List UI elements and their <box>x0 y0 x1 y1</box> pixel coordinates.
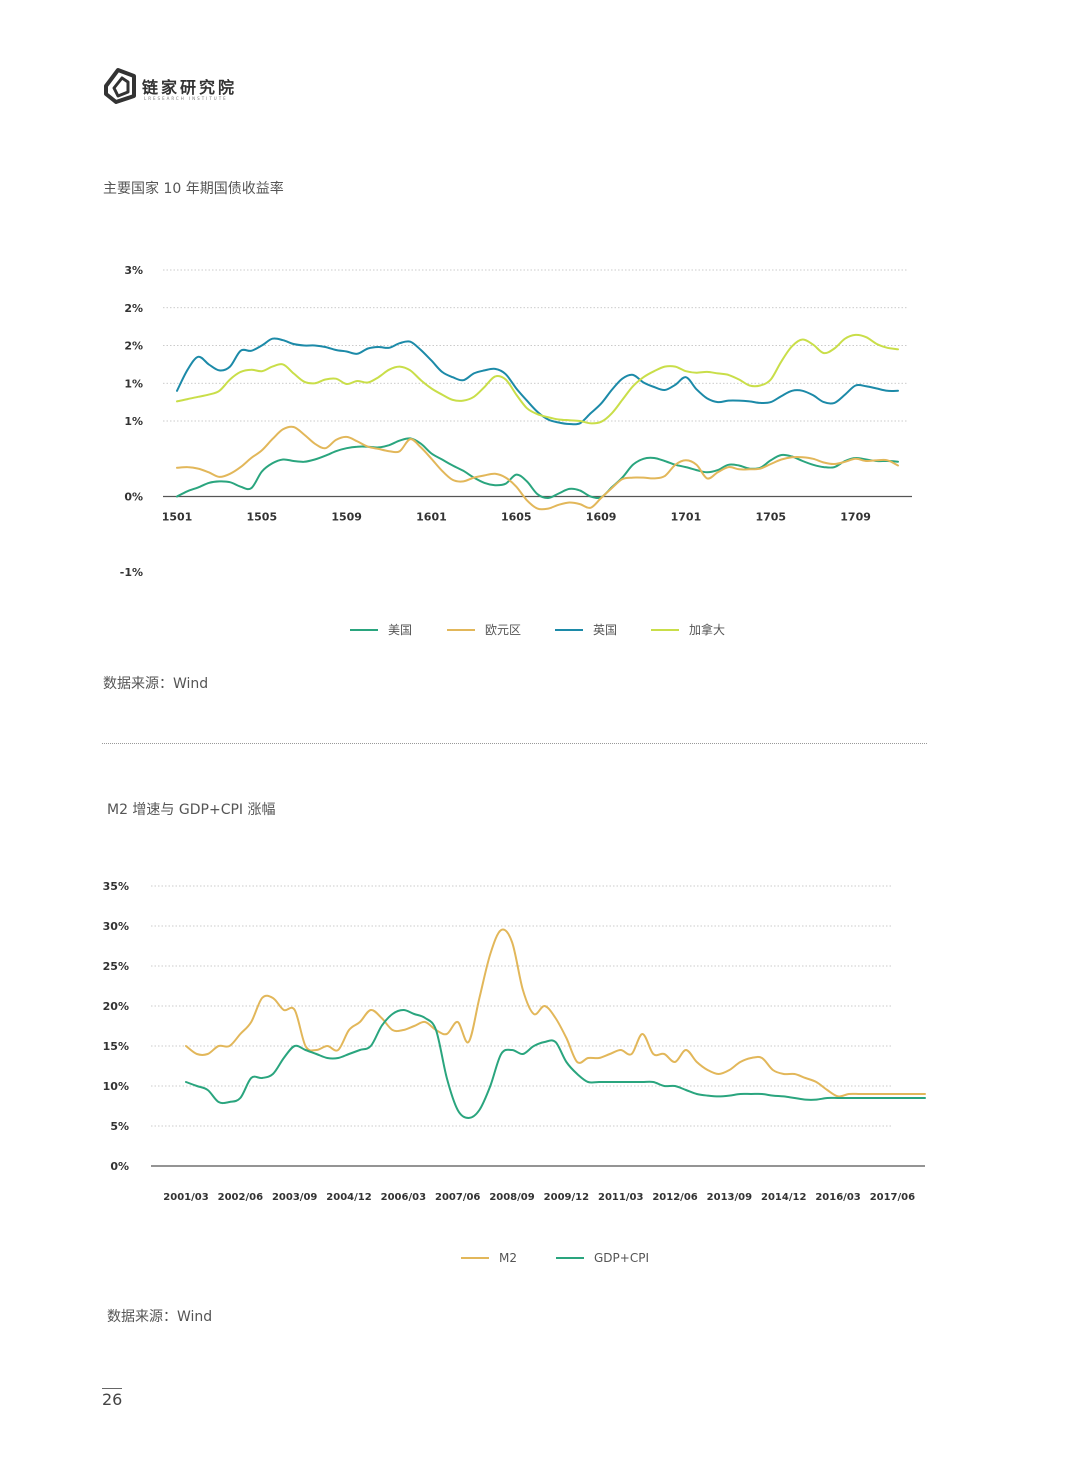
chart2-y-tick-label: 35% <box>103 880 129 893</box>
page-number: 26 <box>102 1390 123 1409</box>
chart2-legend-label: GDP+CPI <box>594 1251 649 1265</box>
brand-mark-icon <box>104 68 136 104</box>
chart2-y-tick-label: 25% <box>103 960 129 973</box>
chart2-x-tick-label: 2007/06 <box>435 1192 480 1203</box>
chart2-x-tick-label: 2011/03 <box>598 1192 643 1203</box>
chart2-x-tick-label: 2004/12 <box>326 1192 371 1203</box>
chart1-y-tick-label: -1% <box>120 566 143 579</box>
chart1-y-tick-label: 3% <box>124 264 143 277</box>
m2-gdp-chart: 0% 5% 10% 15% 20% 25% 30% 35% 2001/03 2002/06 2003… <box>103 880 926 1265</box>
chart1-series-line-2 <box>176 425 899 511</box>
section-divider <box>102 743 927 744</box>
chart1-x-tick-label: 1709 <box>840 511 871 524</box>
chart2-y-tick-label: 5% <box>110 1120 129 1133</box>
chart2-x-tick-label: 2014/12 <box>761 1192 806 1203</box>
chart1-title: 主要国家 10 年期国债收益率 <box>103 181 284 197</box>
chart2-x-tick-label: 2008/09 <box>489 1192 534 1203</box>
chart1-legend-label: 美国 <box>388 623 412 637</box>
chart1-legend-label: 加拿大 <box>689 622 725 637</box>
chart1-x-tick-label: 1509 <box>331 511 362 524</box>
chart2-source: 数据来源：Wind <box>107 1309 213 1325</box>
bond-yield-chart: 3% 2% 2% 1% 1% 0% -1% 1501 1505 1509 1601 1605 1609 1… <box>120 264 912 637</box>
chart1-y-tick-label: 1% <box>124 377 143 390</box>
chart1-x-tick-label: 1501 <box>162 511 193 524</box>
chart2-y-tick-label: 10% <box>103 1080 129 1093</box>
chart2-x-tick-label: 2012/06 <box>652 1192 697 1203</box>
chart1-y-tick-label: 0% <box>124 491 143 504</box>
chart1-series-line-4 <box>176 333 899 425</box>
chart2-y-tick-label: 15% <box>103 1040 129 1053</box>
chart1-x-tick-label: 1705 <box>755 511 786 524</box>
chart1-x-tick-label: 1505 <box>247 511 278 524</box>
chart2-x-tick-label: 2006/03 <box>381 1192 426 1203</box>
chart1-y-tick-label: 2% <box>124 302 143 315</box>
chart1-x-tick-label: 1605 <box>501 511 532 524</box>
chart2-x-tick-label: 2003/09 <box>272 1192 317 1203</box>
chart1-y-tick-label: 2% <box>124 340 143 353</box>
chart2-x-tick-label: 2002/06 <box>218 1192 263 1203</box>
chart2-y-tick-label: 20% <box>103 1000 129 1013</box>
chart2-x-tick-label: 2013/09 <box>707 1192 752 1203</box>
chart1-legend-label: 英国 <box>593 623 617 637</box>
chart1-x-tick-label: 1701 <box>671 511 702 524</box>
chart1-series-line-3 <box>176 337 899 426</box>
chart2-y-tick-label: 30% <box>103 920 129 933</box>
chart1-x-tick-label: 1609 <box>586 511 617 524</box>
chart1-legend-label: 欧元区 <box>485 623 521 637</box>
chart2-legend-label: M2 <box>499 1251 517 1265</box>
brand-name: 链家研究院 <box>142 78 238 97</box>
brand-logo: 链家研究院 LRESEARCH INSTITUTE <box>100 66 260 110</box>
chart2-x-tick-label: 2016/03 <box>815 1192 860 1203</box>
brand-subtitle: LRESEARCH INSTITUTE <box>144 96 228 101</box>
chart2-x-tick-label: 2001/03 <box>163 1192 208 1203</box>
chart2-series-line-1 <box>185 928 926 1098</box>
chart2-y-tick-label: 0% <box>110 1160 129 1173</box>
chart1-source: 数据来源：Wind <box>103 676 209 692</box>
chart2-x-tick-label: 2017/06 <box>870 1192 915 1203</box>
chart2-x-tick-label: 2009/12 <box>544 1192 589 1203</box>
page-number-rule <box>102 1388 122 1389</box>
chart2-title: M2 增速与 GDP+CPI 涨幅 <box>107 802 276 818</box>
chart1-series-line-1 <box>176 437 899 500</box>
chart2-series-line-2 <box>185 1009 926 1119</box>
chart1-x-tick-label: 1601 <box>416 511 447 524</box>
chart1-y-tick-label: 1% <box>124 415 143 428</box>
